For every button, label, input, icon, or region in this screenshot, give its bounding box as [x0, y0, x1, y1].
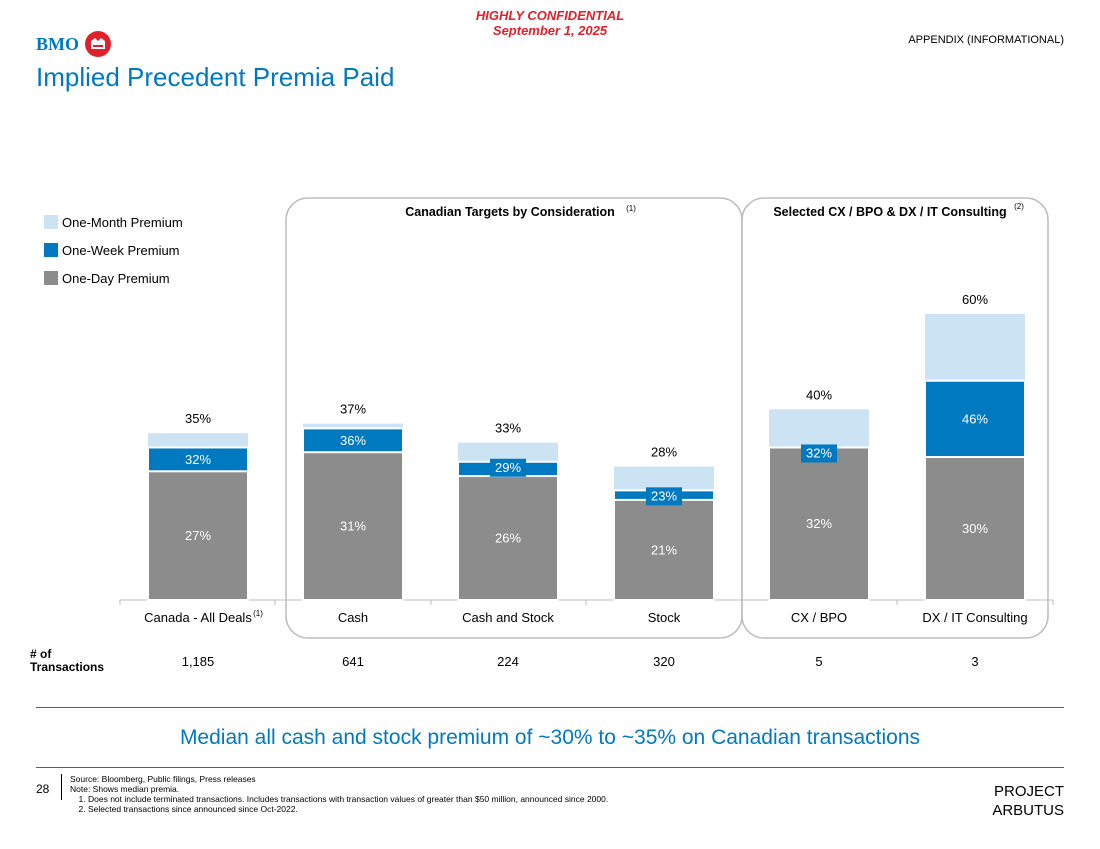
footer-divider	[61, 774, 62, 800]
chart-legend: One-Month Premium One-Week Premium One-D…	[44, 208, 183, 292]
data-label-one-day: 26%	[495, 531, 521, 546]
page-number: 28	[36, 782, 50, 796]
legend-label: One-Day Premium	[62, 270, 170, 286]
data-label-one-day: 21%	[651, 542, 677, 557]
data-label-one-day: 30%	[962, 521, 988, 536]
category-label: Cash	[338, 610, 368, 625]
legend-label: One-Month Premium	[62, 214, 183, 230]
data-label-one-week-box	[646, 487, 682, 506]
divider-bottom	[36, 767, 1064, 768]
transaction-count: 320	[653, 654, 675, 669]
bar-one-day	[768, 446, 870, 602]
group-title: Selected CX / BPO & DX / IT Consulting	[773, 205, 1006, 219]
category-label: CX / BPO	[791, 610, 847, 625]
bar-one-day	[147, 470, 249, 601]
confidential-banner: HIGHLY CONFIDENTIAL September 1, 2025	[0, 8, 1100, 38]
legend-item-one-day: One-Day Premium	[44, 264, 183, 292]
group-title-footnote: (2)	[1014, 202, 1024, 211]
confidential-date: September 1, 2025	[492, 23, 608, 38]
project-line2: ARBUTUS	[992, 802, 1064, 819]
data-label-one-month: 60%	[962, 292, 988, 307]
footnote-note: Note: Shows median premia.	[70, 784, 180, 794]
page-title: Implied Precedent Premia Paid	[36, 62, 395, 92]
legend-swatch-one-day	[44, 271, 58, 285]
category-label-footnote: (1)	[253, 609, 263, 618]
group-title: Canadian Targets by Consideration	[405, 205, 615, 219]
premia-chart: Canadian Targets by Consideration (1) Sele…	[119, 197, 1054, 639]
bar-one-day	[924, 456, 1026, 601]
legend-item-one-month: One-Month Premium	[44, 208, 183, 236]
group-box-cx-dx	[741, 197, 1049, 639]
data-label-one-week: 32%	[185, 452, 211, 467]
transaction-count: 3	[971, 654, 979, 669]
footnotes: Source: Bloomberg, Public filings, Press…	[70, 774, 608, 814]
group-title-footnote: (1)	[626, 204, 636, 213]
data-label-one-month: 37%	[340, 402, 366, 417]
bar-one-day	[613, 498, 715, 601]
transactions-label-line1: # of	[30, 647, 52, 661]
data-label-one-month: 35%	[185, 411, 211, 426]
bar-one-day	[457, 475, 559, 602]
data-label-one-day: 27%	[185, 528, 211, 543]
transactions-label: # of Transactions	[30, 648, 104, 674]
data-label-one-week: 23%	[651, 488, 677, 503]
legend-item-one-week: One-Week Premium	[44, 236, 183, 264]
category-label: Stock	[648, 610, 681, 625]
data-label-one-week-box	[801, 444, 837, 463]
transaction-count: 1,185	[181, 654, 215, 669]
bmo-logo: BMO	[36, 31, 111, 57]
bmo-roundel-icon	[85, 31, 111, 57]
bar-one-day	[302, 451, 404, 601]
transactions-label-line2: Transactions	[30, 660, 105, 674]
data-label-one-week: 46%	[962, 411, 988, 426]
key-takeaway: Median all cash and stock premium of ~30…	[179, 726, 921, 749]
footnote-source: Source: Bloomberg, Public filings, Press…	[70, 774, 256, 784]
data-label-one-week: 32%	[806, 445, 832, 460]
divider-top	[36, 707, 1064, 708]
transaction-count: 224	[497, 654, 519, 669]
brand-name: BMO	[36, 33, 79, 54]
legend-swatch-one-month	[44, 215, 58, 229]
footnote-1: Does not include terminated transactions…	[88, 794, 608, 804]
section-label: APPENDIX (INFORMATIONAL)	[908, 34, 1064, 46]
data-label-one-month: 40%	[806, 387, 832, 402]
category-label: DX / IT Consulting	[922, 610, 1027, 625]
category-label: Canada - All Deals	[144, 610, 252, 625]
legend-swatch-one-week	[44, 243, 58, 257]
data-label-one-day: 31%	[340, 519, 366, 534]
legend-label: One-Week Premium	[62, 242, 180, 258]
data-label-one-week-box	[490, 458, 526, 477]
data-label-one-month: 33%	[495, 421, 521, 436]
data-label-one-week: 29%	[495, 460, 521, 475]
project-name: PROJECT ARBUTUS	[992, 782, 1064, 820]
data-label-one-month: 28%	[651, 445, 677, 460]
project-line1: PROJECT	[993, 783, 1064, 800]
data-label-one-week: 36%	[340, 433, 366, 448]
data-label-one-day: 32%	[806, 516, 832, 531]
category-label: Cash and Stock	[462, 610, 554, 625]
confidential-label: HIGHLY CONFIDENTIAL	[475, 8, 625, 23]
transaction-count: 5	[815, 654, 823, 669]
transaction-count: 641	[342, 654, 364, 669]
footnote-2: Selected transactions since announced si…	[88, 804, 608, 814]
